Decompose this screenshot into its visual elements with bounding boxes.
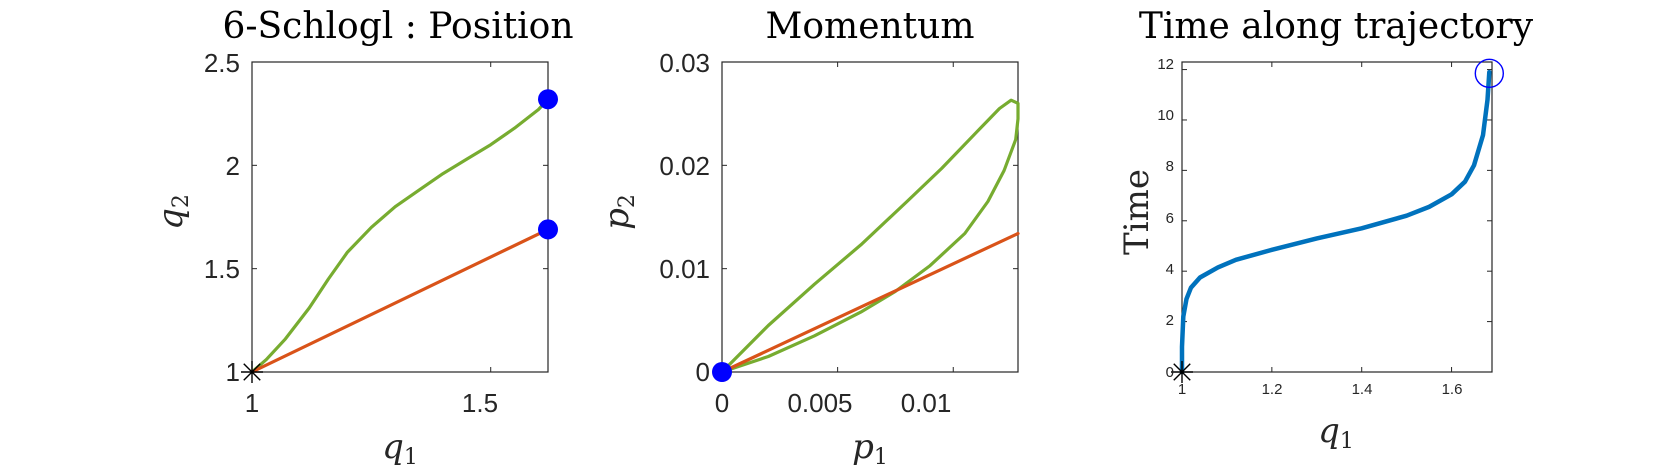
x-axis-label: q1 <box>1318 411 1354 454</box>
y-tick-label: 2 <box>226 151 240 181</box>
y-tick-label: 10 <box>1157 107 1174 124</box>
x-tick-label: 1 <box>245 388 259 418</box>
plot-frame <box>251 61 549 373</box>
y-tick-label: 0 <box>1166 364 1174 381</box>
plot-frame <box>721 61 1019 373</box>
panel-time: Time along trajectory 1 1.2 1.4 1.6 0 2 … <box>1117 6 1534 454</box>
chart-title: Momentum <box>766 6 975 47</box>
y-tick-label: 4 <box>1166 261 1174 278</box>
y-tick-label: 0.03 <box>659 48 710 78</box>
x-tick-label: 0.005 <box>787 388 852 418</box>
y-axis-label: p2 <box>597 194 640 230</box>
endpoint-marker <box>538 89 558 110</box>
plot-frame <box>1181 61 1493 373</box>
y-tick-label: 0 <box>696 357 710 387</box>
series-line-green <box>720 98 1020 374</box>
endpoint-marker <box>712 362 732 382</box>
chart-title: 6-Schlogl : Position <box>222 6 573 47</box>
plot-area <box>241 61 558 383</box>
series-line-orange <box>720 231 1020 374</box>
y-tick-label: 8 <box>1166 158 1174 175</box>
x-tick-label: 1.6 <box>1442 381 1463 398</box>
chart-title: Time along trajectory <box>1139 6 1534 47</box>
y-tick-label: 2.5 <box>204 48 240 78</box>
x-axis-label: q1 <box>382 427 418 470</box>
endpoint-marker <box>1474 58 1505 89</box>
start-marker <box>1171 361 1193 383</box>
y-tick-label: 1.5 <box>204 254 240 284</box>
x-tick-label: 1.4 <box>1352 381 1373 398</box>
start-marker-stroke <box>1173 363 1191 381</box>
start-marker <box>241 361 263 383</box>
y-tick-label: 12 <box>1157 56 1174 73</box>
x-tick-label: 0 <box>715 388 729 418</box>
x-tick-label: 1.5 <box>462 388 498 418</box>
panel-position: 6-Schlogl : Position 1 1.5 1 1.5 2 2.5 q… <box>151 6 574 470</box>
panel-momentum: Momentum 0 0.005 0.01 0 0.01 0.02 0.03 p… <box>597 6 1020 470</box>
series-line-orange <box>250 227 550 374</box>
y-axis-label: Time <box>1117 169 1157 255</box>
x-tick-label: 1 <box>1178 381 1186 398</box>
series-line-blue <box>1179 69 1492 375</box>
series-line-green <box>250 97 550 374</box>
plot-area <box>712 61 1020 382</box>
x-axis-label: p1 <box>852 427 888 470</box>
endpoint-marker <box>538 219 558 240</box>
y-tick-label: 1 <box>226 357 240 387</box>
y-tick-label: 2 <box>1166 312 1174 329</box>
y-tick-label: 6 <box>1166 210 1174 227</box>
y-axis-label: q2 <box>151 194 194 230</box>
y-tick-label: 0.01 <box>659 254 710 284</box>
plot-area <box>1171 58 1505 383</box>
start-marker-stroke <box>243 363 261 381</box>
x-tick-label: 1.2 <box>1262 381 1283 398</box>
y-tick-label: 0.02 <box>659 151 710 181</box>
x-tick-label: 0.01 <box>901 388 952 418</box>
